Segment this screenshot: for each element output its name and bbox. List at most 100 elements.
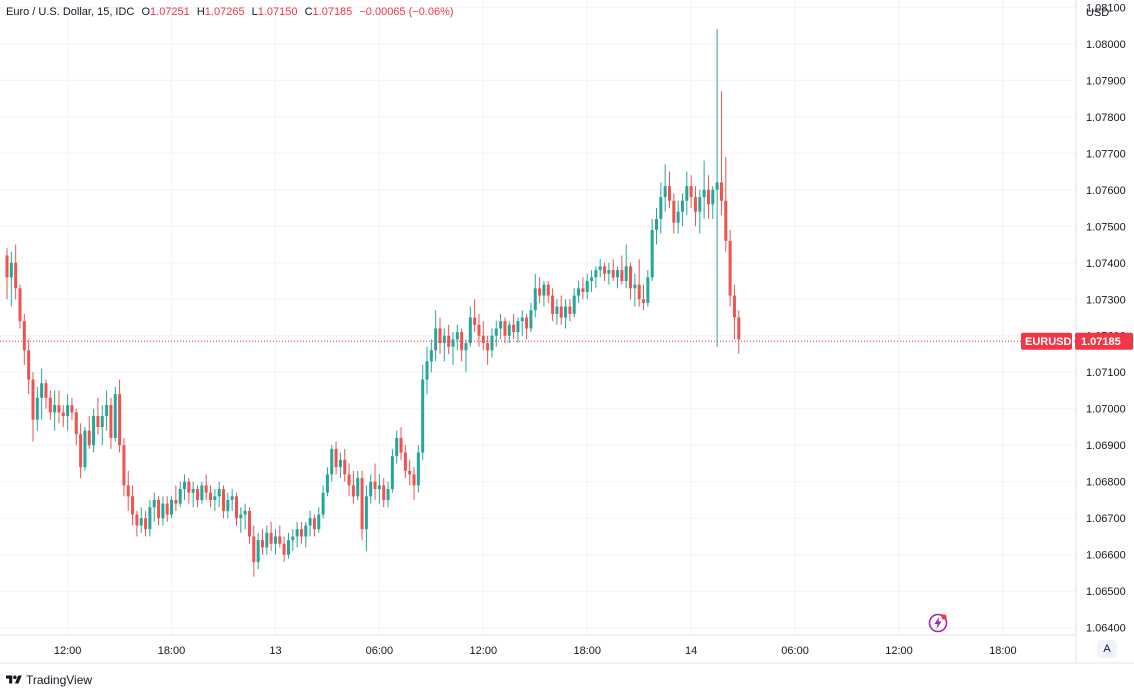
candle-body xyxy=(247,510,251,537)
candle xyxy=(83,426,87,471)
candle xyxy=(633,273,637,307)
candle xyxy=(434,310,438,362)
candle xyxy=(144,510,148,537)
candles xyxy=(5,29,741,577)
candle-body xyxy=(425,361,429,380)
candle xyxy=(234,492,238,526)
candle xyxy=(92,408,96,453)
y-tick-label: 1.07000 xyxy=(1086,404,1126,416)
candle-body xyxy=(416,452,420,486)
candle-body xyxy=(291,536,295,541)
y-tick-label: 1.07300 xyxy=(1086,294,1126,306)
x-tick-label: 18:00 xyxy=(989,645,1017,657)
candle-body xyxy=(715,182,719,190)
candle-body xyxy=(672,200,676,223)
candle xyxy=(79,423,83,479)
candle xyxy=(659,182,663,234)
candle-body xyxy=(217,489,221,497)
candle xyxy=(429,339,433,373)
candle-body xyxy=(35,397,39,420)
x-tick-label: 12:00 xyxy=(470,645,498,657)
candle-body xyxy=(204,485,208,493)
candle-body xyxy=(338,459,342,468)
candle xyxy=(646,270,650,307)
candle xyxy=(312,514,316,537)
candle xyxy=(421,364,425,460)
candle-body xyxy=(234,496,238,519)
candle xyxy=(61,405,65,427)
candle-body xyxy=(343,459,347,475)
candle xyxy=(382,478,386,508)
candle xyxy=(663,164,667,212)
candle xyxy=(338,452,342,479)
candle xyxy=(308,510,312,537)
candle xyxy=(685,171,689,216)
candle xyxy=(486,335,490,365)
candle-body xyxy=(44,383,48,398)
candle-body xyxy=(646,277,650,303)
candle xyxy=(455,324,459,351)
price-tag: EURUSD 1.07185 xyxy=(1021,332,1133,350)
candle-body xyxy=(468,317,472,344)
candle xyxy=(325,467,329,497)
y-tick-label: 1.07400 xyxy=(1086,258,1126,270)
candle xyxy=(299,521,303,544)
candle xyxy=(222,485,225,519)
candle-body xyxy=(464,343,468,351)
candle xyxy=(403,445,407,479)
candle xyxy=(321,485,325,519)
y-tick-label: 1.07600 xyxy=(1086,185,1126,197)
candle xyxy=(135,510,139,537)
y-tick-label: 1.06500 xyxy=(1086,586,1126,598)
candle-body xyxy=(109,405,113,438)
candle-body xyxy=(170,499,174,515)
y-tick-label: 1.08100 xyxy=(1086,2,1126,14)
candle-body xyxy=(585,281,589,292)
candle-body xyxy=(9,262,13,278)
candle xyxy=(373,463,377,500)
candle xyxy=(676,200,680,234)
candle-body xyxy=(455,332,459,340)
auto-scale-button[interactable]: A xyxy=(1097,640,1117,658)
candle-body xyxy=(512,324,516,333)
candle-body xyxy=(330,448,334,475)
candle xyxy=(399,426,403,460)
candle xyxy=(672,193,676,234)
candle-body xyxy=(74,412,78,435)
candle-body xyxy=(403,452,407,471)
candle-body xyxy=(22,321,26,351)
candle xyxy=(460,328,464,362)
candle-body xyxy=(369,481,373,497)
candle-body xyxy=(347,474,351,486)
candle xyxy=(178,481,182,508)
candle-body xyxy=(460,332,464,351)
lightning-icon[interactable] xyxy=(928,613,948,633)
candle xyxy=(564,299,568,329)
candle-body xyxy=(92,416,96,446)
candle xyxy=(667,171,671,209)
candle-body xyxy=(659,197,663,219)
candle xyxy=(347,463,351,497)
candle-body xyxy=(105,405,109,417)
candle xyxy=(642,284,646,311)
candle-body xyxy=(139,518,143,526)
candle xyxy=(122,437,126,497)
candle-body xyxy=(477,324,481,336)
candle-body xyxy=(131,496,135,515)
tradingview-logo[interactable]: TradingView xyxy=(6,673,92,687)
candle-body xyxy=(152,499,156,508)
candle xyxy=(538,277,542,303)
candle-body xyxy=(260,540,264,548)
candle-body xyxy=(325,474,329,493)
candle-body xyxy=(533,288,537,311)
candle xyxy=(260,529,264,555)
x-tick-label: 12:00 xyxy=(885,645,913,657)
candle-body xyxy=(551,295,555,314)
candle xyxy=(447,324,451,354)
candle-body xyxy=(187,481,191,493)
candle-body xyxy=(356,478,360,497)
candle-body xyxy=(711,189,715,205)
y-tick-label: 1.07800 xyxy=(1086,112,1126,124)
